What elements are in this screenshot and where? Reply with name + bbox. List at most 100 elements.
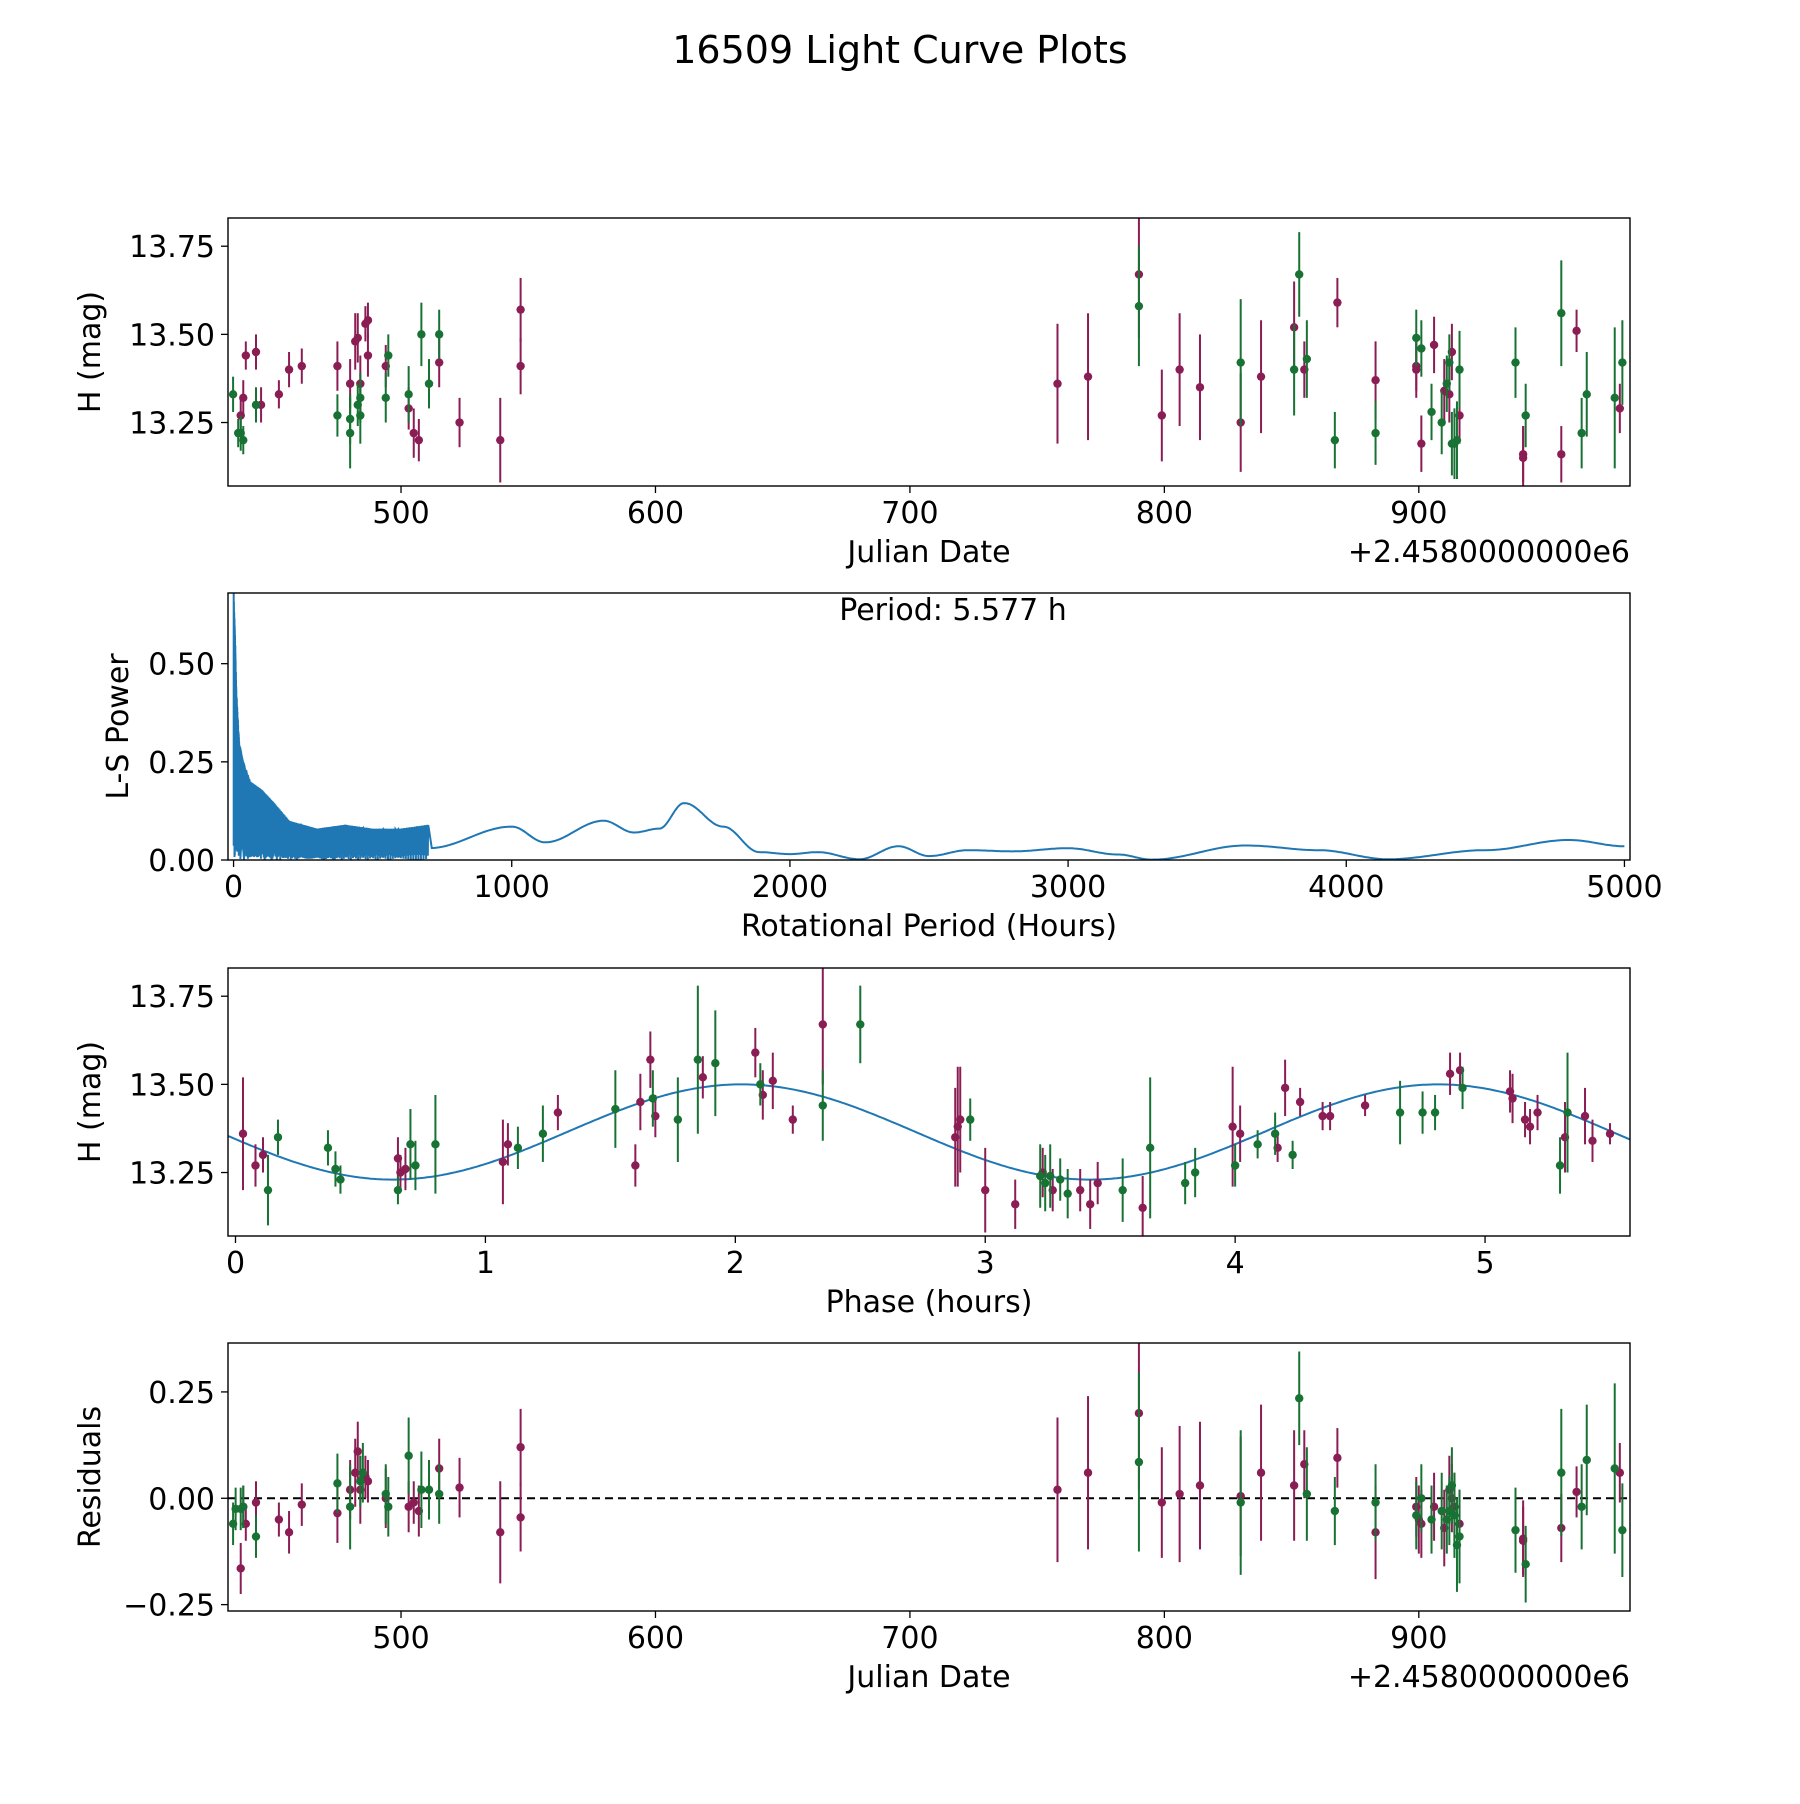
data-point	[1175, 365, 1184, 374]
data-point	[345, 428, 355, 438]
data-point	[1302, 354, 1312, 364]
data-point	[1134, 1457, 1144, 1467]
data-point	[1508, 1094, 1517, 1103]
y-tick-label: 13.75	[129, 230, 215, 265]
y-tick-label: 13.75	[129, 980, 215, 1015]
data-point	[417, 330, 426, 339]
data-point	[1520, 1115, 1530, 1124]
data-point	[788, 1115, 797, 1124]
data-point	[251, 400, 261, 410]
periodogram-line	[232, 593, 1625, 860]
data-point	[236, 1564, 245, 1573]
data-point	[1572, 326, 1581, 336]
data-point	[648, 1094, 658, 1103]
data-point	[1437, 1506, 1446, 1516]
data-point	[1371, 376, 1380, 385]
y-tick-label: −0.25	[123, 1589, 215, 1624]
data-point	[345, 1502, 355, 1511]
data-point	[455, 418, 464, 427]
data-point	[516, 1513, 525, 1522]
data-point	[1190, 1168, 1200, 1177]
data-point	[1295, 270, 1304, 279]
data-point	[538, 1129, 548, 1138]
data-point	[1412, 333, 1421, 343]
data-point	[414, 435, 424, 445]
data-point	[1295, 1097, 1305, 1107]
y-tick-label: 13.50	[129, 1068, 215, 1103]
data-point	[1056, 1175, 1065, 1184]
data-point	[1075, 1185, 1085, 1195]
data-point	[1430, 1108, 1440, 1117]
data-point	[1085, 1200, 1095, 1209]
data-point	[1577, 1502, 1586, 1511]
data-point	[1046, 1171, 1055, 1181]
data-point	[1325, 1111, 1335, 1121]
data-point	[1330, 435, 1340, 445]
data-point	[673, 1115, 683, 1124]
data-point	[381, 393, 390, 403]
data-point	[274, 390, 284, 399]
data-point	[1412, 1511, 1421, 1520]
data-point	[698, 1073, 708, 1082]
data-point	[424, 1485, 434, 1494]
data-point	[406, 1140, 415, 1149]
data-point	[631, 1161, 640, 1170]
data-point	[768, 1076, 778, 1086]
data-point	[1518, 450, 1528, 459]
filter_b-series	[263, 985, 1572, 1226]
y-axis-label: H (mag)	[73, 291, 108, 413]
y-tick-label: 13.50	[129, 318, 215, 353]
periodogram-plot-area	[232, 593, 1625, 860]
fitted-model-curve	[228, 1083, 1630, 1181]
periodogram-panel	[221, 592, 1631, 867]
data-point	[1615, 404, 1625, 413]
x-tick-label: 3000	[1030, 870, 1106, 905]
y-tick-label: 0.25	[148, 746, 215, 781]
data-point	[1053, 379, 1062, 388]
data-point	[1605, 1129, 1615, 1138]
data-point	[1455, 365, 1464, 374]
data-point	[1036, 1171, 1045, 1181]
data-point	[1452, 435, 1462, 445]
data-point	[1280, 1083, 1290, 1093]
data-point	[711, 1059, 720, 1068]
data-point	[1395, 1108, 1405, 1117]
x-tick-label: 0	[224, 870, 243, 905]
x-tick-label: 500	[372, 1621, 429, 1656]
x-tick-label: 600	[627, 1621, 684, 1656]
x-tick-label: 2	[726, 1246, 745, 1281]
data-point	[1360, 1101, 1370, 1110]
data-point	[1093, 1178, 1102, 1188]
data-point	[1333, 1453, 1342, 1463]
x-axis-label: Phase (hours)	[826, 1285, 1033, 1320]
data-point	[274, 1515, 284, 1524]
x-tick-label: 1	[476, 1246, 495, 1281]
data-point	[353, 333, 362, 343]
figure-title: 16509 Light Curve Plots	[672, 28, 1128, 72]
y-tick-label: 13.25	[129, 407, 215, 442]
data-point	[1270, 1129, 1280, 1138]
axes-frame	[227, 217, 1631, 487]
data-point	[1458, 1083, 1467, 1093]
data-point	[818, 1101, 827, 1110]
data-point	[516, 1443, 525, 1452]
data-point	[1228, 1122, 1237, 1131]
x-tick-label: 900	[1390, 1621, 1447, 1656]
data-point	[981, 1185, 990, 1195]
data-point	[273, 1133, 283, 1142]
data-point	[1417, 439, 1426, 448]
data-point	[1371, 428, 1380, 438]
data-point	[1371, 1498, 1380, 1507]
data-point	[228, 390, 238, 399]
x-tick-label: 5	[1476, 1246, 1495, 1281]
y-axis-label: L-S Power	[101, 653, 136, 800]
data-point	[251, 1532, 261, 1541]
data-point	[1511, 358, 1520, 367]
data-point	[239, 393, 248, 403]
y-tick-label: 0.50	[148, 648, 215, 683]
data-point	[284, 365, 294, 374]
data-point	[333, 361, 342, 371]
data-point	[693, 1055, 703, 1064]
data-point	[1427, 407, 1436, 417]
data-point	[1445, 358, 1454, 367]
